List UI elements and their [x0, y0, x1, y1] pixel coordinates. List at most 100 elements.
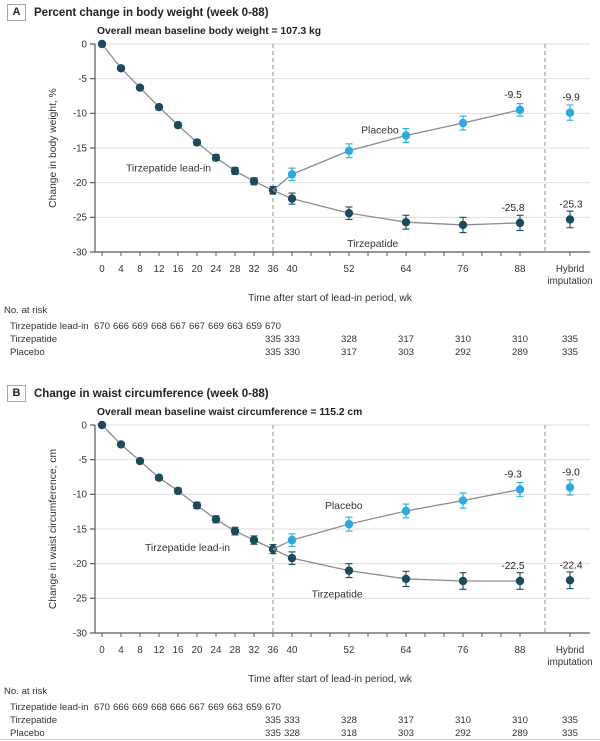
placebo-point	[344, 519, 354, 529]
y-tick-label: -15	[73, 524, 88, 535]
x-tick-label: 20	[192, 645, 203, 656]
at-risk-row-label: Placebo	[10, 728, 45, 739]
placebo-point	[458, 496, 468, 505]
chart-subtitle: Overall mean baseline body weight = 107.…	[97, 26, 321, 37]
leadin-point	[249, 177, 259, 186]
at-risk-value: 663	[227, 321, 243, 332]
leadin-point	[135, 456, 145, 466]
x-tick-label: 28	[230, 645, 241, 656]
at-risk-value: 310	[512, 334, 528, 345]
tirzepatide-hybrid-point	[565, 576, 575, 585]
tirzepatide-point	[515, 576, 525, 586]
at-risk-row-label: Placebo	[10, 347, 45, 358]
at-risk-value: 669	[208, 702, 224, 713]
tirzepatide-point	[515, 218, 525, 228]
y-axis: 0 -5 -10 -15 -20 -25 -30	[73, 39, 96, 258]
x-tick-label: 40	[287, 264, 298, 275]
at-risk-value: 670	[265, 321, 281, 332]
at-risk-value: 333	[284, 334, 300, 345]
placebo-line	[272, 109, 521, 191]
at-risk-row-label: Tirzepatide lead-in	[10, 321, 89, 332]
x-tick-label: 28	[230, 264, 241, 275]
at-risk-value: 335	[562, 347, 578, 358]
series-label: Tirzepatide lead-in	[126, 164, 211, 175]
y-tick-label: -25	[73, 594, 88, 605]
at-risk-value: 292	[455, 728, 471, 739]
x-axis: 0 4 8 12 16 20 24 28 32 36 40 52 64 76 88 Hybridimputat…	[95, 632, 593, 668]
x-tick-label: 64	[401, 264, 412, 275]
series-label: Tirzepatide	[347, 239, 398, 250]
placebo-point	[515, 105, 525, 115]
x-tick-label: 24	[211, 264, 222, 275]
x-tick-label: 76	[458, 645, 469, 656]
panel-b-header: B Change in waist circumference (week 0-…	[7, 385, 269, 402]
x-tick-label: 0	[99, 645, 105, 656]
end-value-label: -25.8	[501, 203, 525, 214]
leadin-point	[97, 420, 107, 430]
at-risk-value: 303	[398, 347, 414, 358]
y-tick-label: -30	[73, 628, 88, 639]
chart-subtitle: Overall mean baseline waist circumferenc…	[97, 407, 362, 418]
panel-b: B Change in waist circumference (week 0-…	[0, 381, 600, 741]
y-axis-title: Change in waist circumference, cm	[48, 449, 59, 609]
at-risk-value: 335	[562, 334, 578, 345]
at-risk-row-label: Tirzepatide lead-in	[10, 702, 89, 713]
at-risk-value: 670	[94, 702, 110, 713]
series-tirzepatide: Tirzepatide -25.8 -25.3	[272, 189, 583, 250]
leadin-point	[211, 153, 221, 162]
leadin-point	[192, 501, 202, 510]
x-tick-label: 12	[154, 645, 165, 656]
end-value-label: -9.3	[504, 469, 522, 480]
leadin-line	[101, 424, 274, 550]
end-value-label: -9.5	[504, 90, 522, 101]
x-tick-label: 4	[118, 264, 124, 275]
at-risk-value: 310	[455, 715, 471, 726]
tirzepatide-point	[344, 566, 354, 575]
x-tick-label: 40	[287, 645, 298, 656]
at-risk-value: 317	[398, 334, 414, 345]
x-tick-label: 8	[137, 645, 143, 656]
leadin-point	[230, 526, 240, 536]
panel-a-title: Percent change in body weight (week 0-88…	[34, 6, 269, 19]
y-gridlines	[95, 43, 590, 218]
figure-bottom-divider	[0, 739, 600, 740]
x-tick-label: 16	[173, 264, 184, 275]
series-leadin: Tirzepatide lead-in	[97, 39, 278, 195]
tirzepatide-line	[272, 189, 521, 226]
x-axis-title: Time after start of lead-in period, wk	[248, 674, 413, 685]
y-tick-label: -20	[73, 178, 88, 189]
series-tirzepatide: Tirzepatide -22.5 -22.4	[272, 548, 583, 601]
series-placebo: Placebo -9.3 -9.0	[272, 467, 580, 550]
tirzepatide-point	[401, 574, 411, 584]
at-risk-value: 663	[227, 702, 243, 713]
placebo-hybrid-point	[565, 483, 575, 492]
series-label: Placebo	[325, 501, 363, 512]
at-risk-value: 670	[94, 321, 110, 332]
placebo-point	[287, 170, 297, 179]
at-risk-value: 303	[398, 728, 414, 739]
x-tick-label: 24	[211, 645, 222, 656]
at-risk-value: 335	[265, 728, 281, 739]
at-risk-value: 317	[341, 347, 357, 358]
x-tick-label: 20	[192, 264, 203, 275]
at-risk-value: 292	[455, 347, 471, 358]
y-tick-label: -15	[73, 143, 88, 154]
leadin-point	[154, 102, 164, 112]
leadin-point	[116, 64, 126, 73]
x-tick-label: 0	[99, 264, 105, 275]
y-tick-label: -5	[78, 455, 87, 466]
leadin-point	[173, 486, 183, 496]
x-tick-label: 64	[401, 645, 412, 656]
at-risk-value: 328	[341, 715, 357, 726]
at-risk-value: 666	[113, 702, 129, 713]
at-risk-value: 328	[341, 334, 357, 345]
x-tick-label: 76	[458, 264, 469, 275]
x-tick-label: 32	[249, 645, 260, 656]
placebo-point	[287, 535, 297, 545]
at-risk-row-label: Tirzepatide	[10, 715, 57, 726]
leadin-point	[97, 39, 107, 49]
y-axis-title: Change in body weight, %	[48, 88, 59, 208]
x-tick-label: 32	[249, 264, 260, 275]
hybrid-imputation-label: imputation	[547, 657, 592, 668]
